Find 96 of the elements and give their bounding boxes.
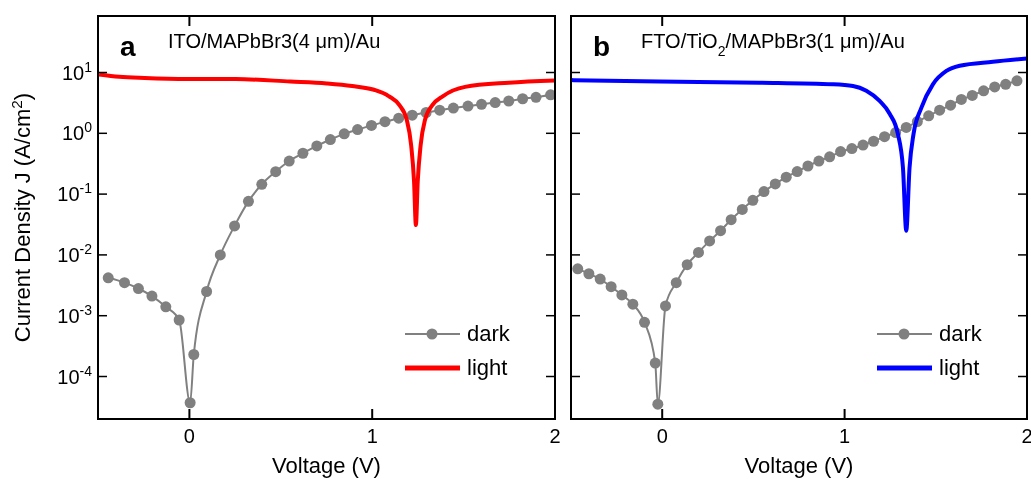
annotation: a [120,31,136,62]
x-tick-label: 1 [366,425,378,447]
point [476,98,488,110]
x-tick-label: 1 [839,425,851,447]
point [545,89,555,101]
y-tick-label: 10$^{0}$ [61,119,93,145]
point [659,300,671,312]
x-tick-label: 0 [656,425,668,447]
point [693,246,704,258]
point [725,214,737,226]
point [229,220,241,232]
legend-label: dark [939,321,983,346]
point [652,398,664,410]
point [857,139,869,151]
point [146,290,158,302]
point [256,178,268,190]
point [769,178,781,190]
point [489,97,501,109]
point [173,314,185,326]
point [379,116,391,128]
point [649,357,661,369]
point [406,109,418,121]
point [594,273,606,285]
point [824,151,836,163]
point [160,301,172,313]
point [780,171,792,183]
legend-label: light [467,355,508,380]
annotation: b [593,31,611,62]
x-axis-title: Voltage (V) [272,453,381,478]
point [188,349,200,361]
point [639,316,651,328]
y-tick-label: 10$^{-2}$ [57,240,93,266]
point [605,281,617,293]
point [978,85,990,97]
point [627,298,639,310]
point [868,135,880,147]
point [846,143,858,155]
text: FTO/TiO$_{2}$/MAPbBr3(1 μm)/Au [641,30,905,59]
y-tick-label: 10$^{1}$ [61,58,93,84]
x-axis-title: Voltage (V) [744,453,854,478]
point [530,91,542,103]
point [270,166,282,178]
point [802,160,814,172]
point [503,95,515,107]
point [311,140,323,152]
point [119,277,131,289]
point [283,155,295,167]
point [583,268,595,280]
y-tick-label: 10$^{-1}$ [57,180,93,206]
point [955,93,967,105]
point [297,147,309,159]
point [338,128,350,140]
point [900,121,912,133]
x-tick-label: 2 [549,425,561,447]
point [966,89,978,101]
point [393,112,405,124]
point [132,283,144,295]
point [879,131,891,143]
point [1011,75,1023,87]
legend-label: dark [467,321,511,346]
point [670,277,682,289]
point [715,225,727,237]
legend-label: light [939,355,980,380]
point [102,272,114,284]
point [214,249,226,261]
x-tick-label: 0 [183,425,195,447]
point [791,166,803,178]
point [989,81,1001,93]
point [835,146,847,158]
point [184,397,196,409]
point [447,102,459,114]
point [324,134,336,146]
point [462,100,474,112]
y-tick-label: 10$^{-4}$ [57,362,93,388]
point [517,93,529,105]
point [747,194,759,206]
point [352,124,364,136]
point [201,286,213,298]
y-tick-label: 10$^{-3}$ [57,301,93,327]
point [434,104,446,116]
point [681,259,693,271]
point [1000,78,1012,90]
text: ITO/MAPbBr3(4 μm)/Au [168,30,381,52]
point [758,186,770,198]
point [572,263,584,275]
point [945,99,957,111]
point [813,155,825,167]
point [704,235,716,247]
point [242,195,254,207]
point [616,289,628,301]
x-tick-label: 2 [1021,425,1031,447]
point [934,104,946,116]
point [365,119,377,131]
line-series [98,72,555,228]
point [736,203,748,215]
point [923,110,935,122]
